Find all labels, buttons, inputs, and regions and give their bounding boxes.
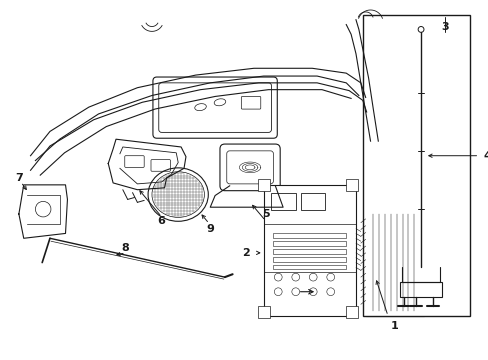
Text: 5: 5 — [261, 209, 269, 219]
Bar — [370, 198, 418, 209]
Bar — [399, 282, 442, 297]
FancyBboxPatch shape — [153, 77, 277, 138]
Bar — [263, 185, 355, 316]
Text: 7: 7 — [15, 173, 23, 183]
Bar — [346, 179, 357, 191]
FancyBboxPatch shape — [124, 156, 144, 167]
Bar — [346, 306, 357, 318]
Bar — [273, 265, 346, 269]
Text: 9: 9 — [206, 224, 214, 234]
Text: 2: 2 — [242, 248, 249, 258]
Text: 6: 6 — [158, 216, 165, 226]
Bar — [365, 209, 423, 316]
FancyBboxPatch shape — [241, 96, 260, 109]
Bar — [257, 179, 269, 191]
Text: 1: 1 — [390, 321, 398, 331]
FancyBboxPatch shape — [151, 159, 170, 171]
FancyBboxPatch shape — [226, 151, 273, 184]
Bar — [257, 306, 269, 318]
Text: 8: 8 — [122, 243, 129, 253]
Text: 3: 3 — [441, 22, 448, 32]
FancyBboxPatch shape — [220, 144, 280, 191]
Bar — [271, 193, 295, 210]
Bar — [273, 233, 346, 238]
Bar — [300, 193, 324, 210]
Bar — [273, 241, 346, 246]
FancyBboxPatch shape — [159, 83, 271, 132]
Bar — [273, 249, 346, 254]
Bar — [362, 15, 468, 316]
Text: 4: 4 — [482, 151, 488, 161]
Bar — [273, 257, 346, 262]
